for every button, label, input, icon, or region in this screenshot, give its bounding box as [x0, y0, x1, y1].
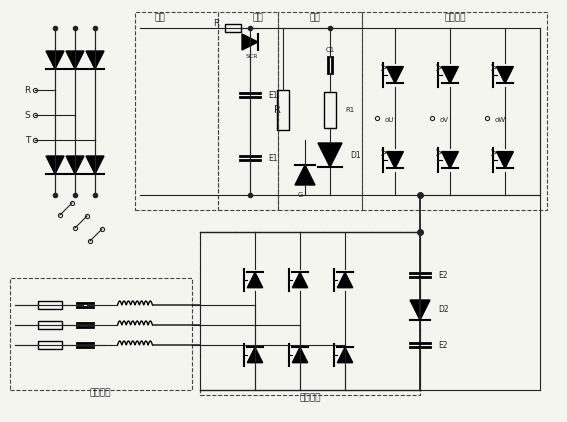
Polygon shape	[293, 347, 308, 362]
Text: 滤波: 滤波	[253, 14, 264, 22]
Text: SCR: SCR	[246, 54, 258, 59]
Polygon shape	[66, 51, 84, 69]
Bar	[135, 12, 218, 210]
Text: E2: E2	[438, 271, 447, 279]
Bar	[38, 321, 62, 329]
Polygon shape	[410, 300, 430, 320]
Text: D1: D1	[350, 151, 361, 160]
Text: S: S	[24, 111, 30, 119]
Bar	[277, 90, 289, 130]
Polygon shape	[46, 51, 64, 69]
Bar	[324, 92, 336, 128]
Polygon shape	[442, 151, 458, 168]
Text: C1: C1	[325, 47, 335, 53]
Bar	[38, 341, 62, 349]
Text: R: R	[24, 86, 30, 95]
Text: 刹车: 刹车	[310, 14, 320, 22]
Bar	[38, 301, 62, 309]
Bar	[362, 12, 547, 210]
Bar	[218, 12, 278, 210]
Polygon shape	[247, 347, 263, 362]
Bar	[200, 232, 420, 395]
Polygon shape	[293, 272, 308, 288]
Polygon shape	[497, 67, 513, 84]
Polygon shape	[86, 156, 104, 174]
Text: oU: oU	[385, 117, 395, 123]
Text: R: R	[213, 19, 219, 27]
Text: G: G	[297, 192, 303, 198]
Polygon shape	[337, 272, 353, 288]
Bar	[10, 278, 192, 390]
Text: D2: D2	[438, 306, 448, 314]
Polygon shape	[86, 51, 104, 69]
Polygon shape	[318, 143, 342, 167]
Polygon shape	[337, 347, 353, 362]
Text: oW: oW	[495, 117, 506, 123]
Polygon shape	[66, 156, 84, 174]
Text: R: R	[273, 105, 281, 115]
Text: 正常逆变: 正常逆变	[445, 14, 466, 22]
Text: 输出滤波: 输出滤波	[89, 389, 111, 398]
Text: E1: E1	[268, 154, 277, 162]
Text: E1: E1	[268, 90, 277, 100]
Polygon shape	[46, 156, 64, 174]
Polygon shape	[387, 151, 403, 168]
Text: R1: R1	[345, 107, 354, 113]
Text: oV: oV	[440, 117, 449, 123]
Polygon shape	[295, 165, 315, 185]
Text: T: T	[24, 135, 30, 144]
Text: 回馈逆变: 回馈逆变	[299, 393, 321, 403]
Polygon shape	[442, 67, 458, 84]
Polygon shape	[387, 67, 403, 84]
Polygon shape	[247, 272, 263, 288]
Text: E2: E2	[438, 341, 447, 349]
Bar	[278, 12, 362, 210]
Text: 整流: 整流	[155, 14, 166, 22]
Polygon shape	[497, 151, 513, 168]
Bar	[225, 24, 241, 32]
Polygon shape	[242, 34, 258, 50]
